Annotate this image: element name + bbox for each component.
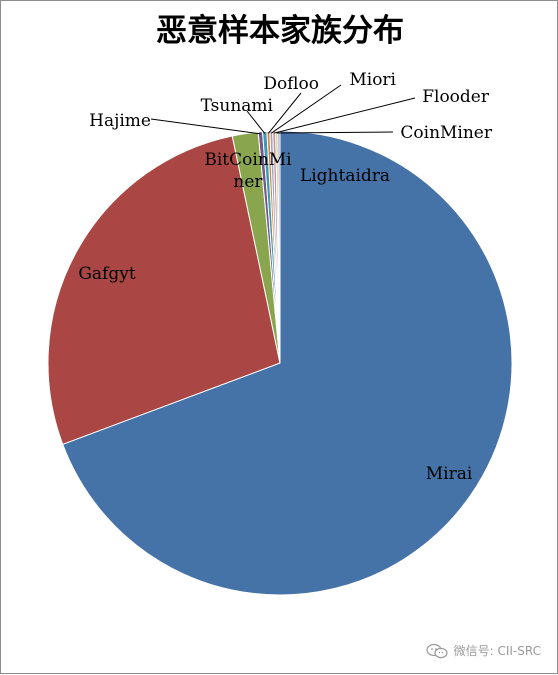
leader-line-coinminer [276, 131, 394, 134]
label-coinminer: CoinMiner [400, 123, 492, 143]
leader-line-flooder [274, 97, 416, 134]
leader-line-miori [271, 84, 342, 134]
label-lightaidra: Lightaidra [300, 166, 390, 186]
label-tsunami: Tsunami [201, 96, 274, 116]
pie-slices [47, 130, 513, 596]
slice-lightaidra [277, 130, 281, 364]
label-gafgyt: Gafgyt [78, 264, 135, 284]
label-mirai: Mirai [426, 464, 473, 484]
slice-gafgyt [47, 135, 281, 445]
label-bitcoinminer: BitCoinMi ner [204, 150, 292, 192]
chart-title: 恶意样本家族分布 [156, 13, 404, 49]
label-hajime: Hajime [89, 111, 151, 131]
wechat-icon [426, 643, 448, 658]
leader-line-tsunami [246, 110, 266, 134]
leader-line-hajime [150, 118, 261, 135]
leader-line-dofloo [268, 92, 302, 134]
watermark: 微信号: CII-SRC [426, 642, 541, 659]
watermark-text: 微信号: CII-SRC [453, 644, 541, 658]
slice-labels: Mirai Gafgyt BitCoinMi ner Hajime TsunamiDofl… [78, 70, 493, 484]
leader-lines [150, 84, 416, 135]
label-miori: Miori [349, 70, 396, 90]
label-dofloo: Dofloo [263, 74, 319, 94]
slice-mirai [62, 130, 513, 596]
label-flooder: Flooder [422, 87, 490, 107]
